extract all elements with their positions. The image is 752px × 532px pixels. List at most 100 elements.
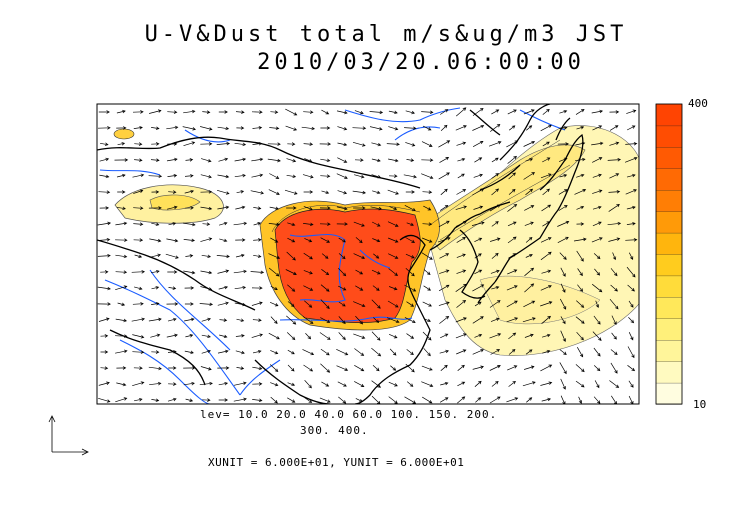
wind-arrow	[167, 110, 178, 114]
wind-vectors	[97, 107, 638, 404]
wind-arrow	[336, 173, 348, 179]
contour-levels-line1: lev= 10.0 20.0 40.0 60.0 100. 150. 200.	[200, 408, 498, 421]
wind-arrow	[115, 318, 127, 323]
wind-arrow	[627, 365, 636, 372]
wind-arrow	[338, 268, 347, 277]
wind-arrow	[285, 125, 298, 131]
wind-arrow	[355, 398, 363, 403]
wind-arrow	[184, 206, 194, 210]
colorbar	[655, 103, 683, 405]
wind-arrow	[525, 253, 533, 258]
wind-arrow	[489, 365, 501, 371]
wind-arrow	[576, 173, 585, 178]
wind-arrow	[560, 378, 566, 390]
wind-arrow	[353, 253, 366, 260]
wind-arrow	[488, 141, 502, 147]
wind-arrow	[304, 158, 313, 163]
wind-arrow	[200, 174, 212, 179]
wind-arrow	[233, 381, 247, 386]
wind-arrow	[354, 348, 365, 356]
wind-arrow	[149, 381, 162, 386]
wind-arrow	[132, 302, 144, 306]
wind-arrow	[474, 380, 482, 387]
wind-arrow	[423, 269, 431, 275]
wind-arrow	[354, 110, 364, 115]
wind-arrow	[148, 206, 162, 210]
wind-arrow	[270, 285, 278, 291]
wind-arrow	[388, 126, 399, 131]
wind-arrow	[270, 237, 279, 243]
wind-arrow	[591, 141, 604, 146]
wind-arrow	[607, 157, 622, 162]
wind-arrow	[457, 381, 466, 387]
wind-arrow	[148, 366, 162, 371]
wind-arrow	[338, 253, 346, 260]
wind-arrow	[456, 269, 467, 274]
wind-arrow	[200, 190, 213, 194]
wind-arrow	[132, 173, 145, 178]
wind-arrow	[609, 141, 620, 146]
wind-arrow	[268, 189, 280, 195]
wind-arrow	[219, 238, 228, 243]
wind-arrow	[270, 110, 279, 114]
wind-arrow	[286, 158, 297, 163]
wind-arrow	[287, 237, 296, 243]
wind-arrow	[252, 366, 263, 371]
wind-arrow	[268, 267, 280, 277]
wind-arrow	[592, 125, 603, 131]
wind-arrow	[457, 157, 466, 162]
wind-arrow	[320, 174, 331, 178]
wind-arrow	[626, 173, 636, 178]
wind-arrow	[625, 189, 637, 195]
wind-arrow	[355, 269, 364, 275]
wind-arrow	[490, 317, 500, 322]
wind-arrow	[98, 397, 111, 403]
wind-arrow	[319, 222, 331, 226]
wind-arrow	[557, 236, 569, 244]
wind-arrow	[560, 395, 566, 404]
wind-arrow	[253, 254, 262, 258]
wind-arrow	[390, 365, 397, 371]
wind-arrow	[252, 126, 263, 130]
colorbar-swatch	[655, 253, 683, 277]
wind-arrow	[320, 348, 330, 356]
wind-arrow	[542, 141, 550, 147]
wind-arrow	[133, 366, 143, 370]
wind-arrow	[575, 364, 585, 373]
wind-arrow	[457, 396, 466, 404]
wind-arrow	[99, 174, 110, 179]
wind-arrow	[303, 190, 314, 194]
wind-arrow	[201, 334, 211, 339]
wind-arrow	[132, 350, 145, 354]
wind-arrow	[612, 252, 617, 261]
wind-arrow	[610, 349, 618, 355]
wind-arrow	[560, 316, 566, 325]
wind-arrow	[559, 252, 567, 260]
wind-arrow	[133, 189, 144, 194]
wind-arrow	[352, 190, 367, 195]
wind-arrow	[250, 270, 265, 275]
wind-arrow	[422, 222, 433, 226]
wind-arrow	[609, 110, 620, 114]
wind-arrow	[575, 157, 586, 162]
wind-arrow	[148, 317, 162, 322]
wind-arrow	[201, 158, 212, 163]
wind-arrow	[560, 330, 566, 342]
wind-arrow	[321, 190, 330, 195]
reference-vector	[48, 415, 89, 456]
wind-arrow	[474, 333, 483, 338]
wind-arrow	[575, 108, 585, 115]
wind-arrow	[371, 380, 381, 388]
wind-arrow	[526, 397, 533, 403]
wind-arrow	[251, 286, 263, 290]
wind-arrow	[235, 110, 245, 114]
wind-arrow	[525, 157, 534, 162]
wind-arrow	[440, 204, 449, 211]
wind-arrow	[489, 123, 501, 132]
wind-arrow	[558, 205, 568, 211]
wind-arrow	[472, 284, 485, 292]
wind-arrow	[319, 397, 331, 403]
wind-arrow	[491, 157, 499, 163]
wind-arrow	[577, 284, 584, 292]
